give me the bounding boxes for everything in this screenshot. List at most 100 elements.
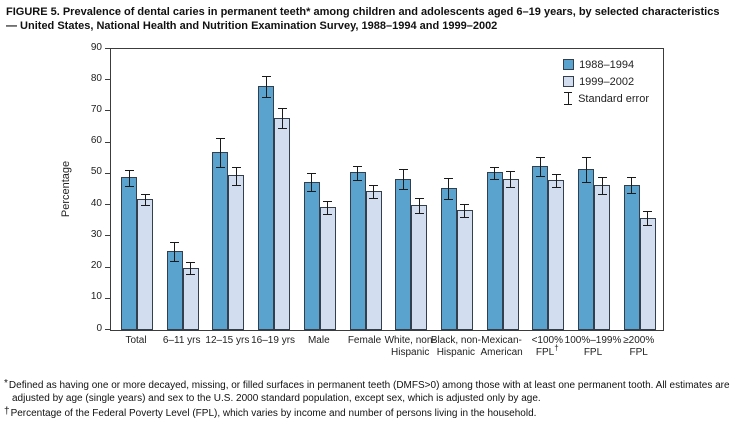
bar-1999–2002 bbox=[137, 198, 153, 330]
error-bar bbox=[506, 171, 516, 188]
x-tick-label: Male bbox=[307, 335, 330, 346]
footnote-marker-dagger: † bbox=[4, 406, 10, 417]
bar-1999–2002 bbox=[274, 117, 291, 330]
legend-swatch-1988-1994 bbox=[563, 59, 575, 70]
y-tick-label: 60 bbox=[90, 135, 102, 147]
bar-1988–1994 bbox=[486, 172, 503, 330]
plot-area: 1988–1994 1999–2002 Standard error bbox=[110, 48, 664, 331]
y-tick-mark bbox=[105, 172, 110, 174]
y-tick-mark bbox=[105, 297, 110, 299]
bar-1999–2002 bbox=[319, 206, 336, 330]
y-tick-label: 10 bbox=[90, 291, 102, 303]
y-tick-mark bbox=[105, 48, 110, 49]
error-bar bbox=[460, 203, 470, 219]
bar-1988–1994 bbox=[623, 184, 640, 330]
bar-1999–2002 bbox=[639, 217, 656, 330]
y-tick-label: 90 bbox=[90, 41, 102, 53]
error-bar bbox=[551, 173, 561, 189]
y-tick-mark bbox=[105, 110, 110, 112]
bar-1988–1994 bbox=[578, 169, 594, 330]
error-bar bbox=[581, 157, 591, 184]
error-bar bbox=[627, 177, 637, 195]
bar-1988–1994 bbox=[258, 86, 275, 330]
x-tick-label: White, non- Hispanic bbox=[384, 335, 436, 358]
error-bar bbox=[444, 177, 454, 200]
footnote-text-asterisk: Defined as having one or more decayed, m… bbox=[8, 380, 730, 404]
bar-1988–1994 bbox=[395, 178, 412, 330]
legend-item-1988-1994: 1988–1994 bbox=[563, 56, 649, 73]
y-tick-mark bbox=[105, 329, 110, 330]
error-bar bbox=[323, 200, 333, 215]
bar-1999–2002 bbox=[182, 267, 199, 330]
y-tick-label: 50 bbox=[90, 166, 102, 178]
y-axis-label: Percentage bbox=[60, 160, 72, 218]
bar-1999–2002 bbox=[228, 175, 245, 330]
y-tick-label: 0 bbox=[96, 322, 102, 334]
bar-1999–2002 bbox=[365, 191, 382, 330]
bar-1999–2002 bbox=[411, 205, 428, 330]
error-bar bbox=[170, 241, 180, 263]
legend-swatch-1999-2002 bbox=[563, 76, 575, 87]
x-tick-label: 6–11 yrs bbox=[162, 335, 201, 346]
bar-1999–2002 bbox=[502, 178, 519, 330]
footnotes: *Defined as having one or more decayed, … bbox=[4, 377, 732, 420]
y-tick-mark bbox=[105, 141, 110, 143]
error-bar bbox=[140, 193, 150, 206]
legend: 1988–1994 1999–2002 Standard error bbox=[563, 56, 649, 107]
footnote-marker-asterisk: * bbox=[4, 378, 8, 389]
x-tick-label: 12–15 yrs bbox=[205, 335, 250, 346]
x-tick-label: 16–19 yrs bbox=[251, 335, 296, 346]
legend-label-1988-1994: 1988–1994 bbox=[579, 58, 635, 71]
y-tick-label: 20 bbox=[90, 260, 102, 272]
error-bar bbox=[369, 184, 378, 200]
error-bar bbox=[414, 197, 424, 215]
error-bar bbox=[398, 169, 408, 190]
bar-1988–1994 bbox=[349, 172, 366, 330]
legend-label-1999-2002: 1999–2002 bbox=[579, 75, 635, 88]
error-bar bbox=[231, 167, 241, 186]
y-tick-mark bbox=[105, 235, 110, 237]
y-tick-label: 70 bbox=[90, 103, 102, 115]
x-tick-label: ≥200% FPL bbox=[623, 335, 655, 358]
x-tick-label: Female bbox=[347, 335, 382, 346]
y-tick-label: 40 bbox=[90, 197, 102, 209]
x-tick-label: <100% FPL† bbox=[531, 335, 563, 358]
bar-1988–1994 bbox=[212, 152, 229, 330]
footnote-asterisk: *Defined as having one or more decayed, … bbox=[4, 377, 732, 405]
figure-title: FIGURE 5. Prevalence of dental caries in… bbox=[6, 6, 720, 32]
error-bar bbox=[186, 261, 196, 276]
y-tick-mark bbox=[105, 79, 110, 81]
y-tick-label: 80 bbox=[90, 72, 102, 84]
x-tick-label: Black, non- Hispanic bbox=[430, 335, 481, 358]
error-bar bbox=[643, 211, 653, 227]
x-tick-label: Mexican- American bbox=[480, 335, 523, 358]
x-tick-label: 100%–199% FPL bbox=[564, 335, 622, 358]
error-bar bbox=[535, 156, 545, 178]
y-tick-mark bbox=[105, 266, 110, 268]
legend-label-standard-error: Standard error bbox=[578, 92, 649, 105]
bar-1988–1994 bbox=[303, 181, 320, 330]
error-bar-icon bbox=[564, 92, 573, 105]
error-bar bbox=[277, 108, 287, 130]
bar-1988–1994 bbox=[532, 166, 549, 330]
x-tick-label: Total bbox=[125, 335, 147, 346]
bar-1988–1994 bbox=[440, 187, 457, 330]
error-bar bbox=[597, 176, 607, 195]
legend-item-standard-error: Standard error bbox=[563, 90, 649, 107]
error-bar bbox=[124, 169, 134, 187]
bar-1988–1994 bbox=[166, 251, 183, 330]
y-tick-mark bbox=[105, 204, 110, 206]
bar-1999–2002 bbox=[594, 184, 610, 330]
bar-1988–1994 bbox=[121, 177, 137, 330]
legend-item-1999-2002: 1999–2002 bbox=[563, 73, 649, 90]
error-bar bbox=[215, 138, 225, 168]
error-bar bbox=[490, 166, 500, 180]
error-bar bbox=[307, 172, 317, 193]
footnote-dagger: †Percentage of the Federal Poverty Level… bbox=[4, 405, 732, 420]
error-bar bbox=[261, 76, 271, 99]
error-bar bbox=[353, 166, 362, 181]
bar-1999–2002 bbox=[548, 180, 565, 330]
footnote-text-dagger: Percentage of the Federal Poverty Level … bbox=[10, 408, 537, 419]
